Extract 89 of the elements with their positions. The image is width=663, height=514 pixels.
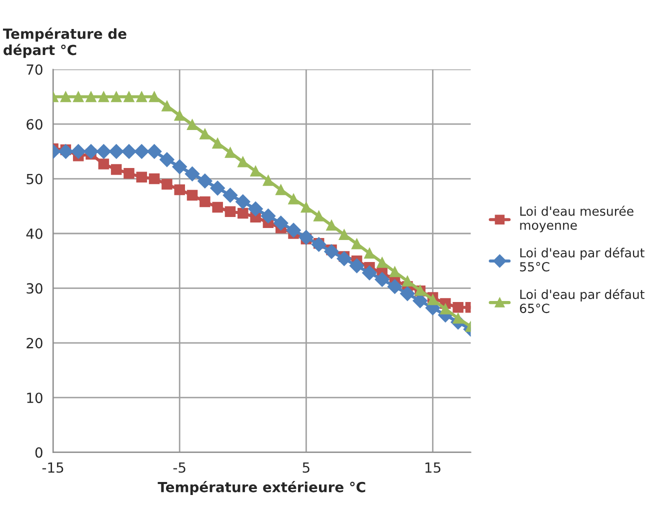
y-axis-title: Température de départ °C bbox=[2, 28, 126, 58]
point bbox=[262, 175, 274, 186]
point bbox=[70, 144, 86, 159]
point bbox=[136, 172, 148, 183]
point bbox=[96, 144, 112, 159]
point bbox=[162, 100, 172, 112]
y-tick-label: 50 bbox=[26, 174, 42, 184]
point bbox=[260, 208, 276, 224]
y-tick-label: 20 bbox=[26, 338, 42, 348]
point bbox=[402, 276, 413, 286]
legend-label: Loi d'eau mesurée moyenne bbox=[520, 206, 634, 232]
point bbox=[238, 156, 248, 168]
y-tick-label: 30 bbox=[26, 283, 42, 294]
point bbox=[349, 258, 364, 274]
point bbox=[210, 180, 225, 196]
point bbox=[110, 164, 122, 175]
point bbox=[160, 152, 174, 168]
point bbox=[224, 147, 236, 158]
point bbox=[273, 216, 288, 231]
point bbox=[162, 178, 172, 190]
y-tick-label: 70 bbox=[26, 64, 42, 75]
point bbox=[184, 166, 200, 182]
y-tick-label: 60 bbox=[26, 119, 42, 130]
point bbox=[286, 222, 301, 238]
point bbox=[236, 194, 250, 210]
y-tick-label: 10 bbox=[27, 392, 42, 404]
point bbox=[98, 91, 110, 102]
point bbox=[108, 144, 124, 159]
legend-label: Loi d'eau par défaut 65°C bbox=[520, 288, 644, 314]
point bbox=[298, 230, 314, 245]
point bbox=[124, 168, 134, 179]
y-tick-label: 0 bbox=[35, 447, 42, 458]
point bbox=[134, 144, 150, 159]
point bbox=[200, 128, 210, 140]
point bbox=[300, 202, 312, 213]
point bbox=[351, 238, 362, 250]
y-tick-label: 40 bbox=[26, 228, 42, 239]
legend-label: Loi d'eau par défaut 55°C bbox=[520, 247, 644, 272]
point bbox=[387, 279, 402, 294]
point bbox=[389, 266, 400, 278]
point bbox=[376, 257, 388, 268]
point bbox=[326, 220, 337, 231]
point bbox=[222, 188, 238, 203]
point bbox=[60, 91, 72, 102]
point bbox=[427, 294, 438, 306]
point bbox=[84, 144, 98, 159]
point bbox=[452, 312, 464, 324]
point bbox=[72, 91, 84, 102]
point bbox=[288, 194, 299, 204]
point bbox=[238, 208, 248, 219]
point bbox=[148, 91, 160, 102]
point bbox=[198, 174, 212, 188]
point bbox=[212, 138, 223, 149]
point bbox=[174, 184, 185, 196]
x-tick-label: 15 bbox=[425, 462, 440, 473]
point bbox=[146, 144, 162, 159]
point bbox=[212, 202, 223, 213]
point bbox=[362, 265, 377, 280]
point bbox=[110, 91, 122, 102]
point bbox=[86, 91, 96, 102]
point bbox=[324, 244, 339, 259]
x-axis-title: Température extérieure °C bbox=[158, 481, 366, 496]
point bbox=[440, 304, 451, 314]
point bbox=[364, 248, 375, 259]
point bbox=[186, 190, 198, 201]
point bbox=[336, 251, 352, 266]
point bbox=[124, 91, 134, 102]
point bbox=[186, 119, 198, 130]
point bbox=[313, 210, 324, 222]
point bbox=[174, 110, 185, 121]
x-tick-label: -5 bbox=[173, 462, 186, 473]
point bbox=[172, 159, 188, 174]
point bbox=[200, 196, 210, 208]
x-tick-label: -15 bbox=[42, 462, 64, 473]
x-tick-label: 5 bbox=[302, 462, 310, 473]
point bbox=[224, 206, 236, 217]
point bbox=[248, 201, 263, 216]
point bbox=[311, 237, 326, 252]
point bbox=[122, 144, 136, 159]
point bbox=[58, 144, 74, 159]
point bbox=[136, 91, 148, 102]
point bbox=[250, 166, 261, 177]
point bbox=[374, 272, 390, 287]
point bbox=[275, 184, 286, 196]
point bbox=[338, 229, 350, 240]
point bbox=[400, 286, 415, 302]
point bbox=[98, 158, 110, 170]
point bbox=[452, 302, 464, 313]
point bbox=[148, 173, 160, 184]
